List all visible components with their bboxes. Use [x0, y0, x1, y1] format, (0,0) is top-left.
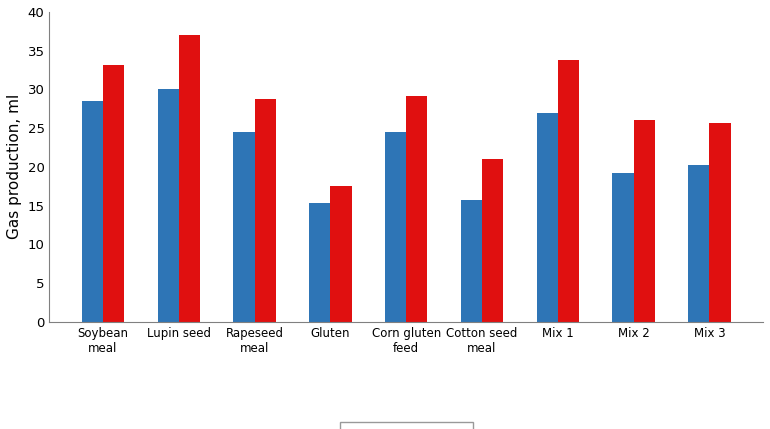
Legend: 12h, 24h: 12h, 24h [340, 422, 473, 429]
Y-axis label: Gas production, ml: Gas production, ml [7, 94, 22, 239]
Bar [179, 35, 200, 322]
Bar [103, 65, 124, 322]
Bar [688, 165, 709, 322]
Bar [537, 113, 557, 322]
Bar [310, 203, 330, 322]
Bar [709, 123, 731, 322]
Bar [233, 132, 255, 322]
Bar [557, 60, 579, 322]
Bar [634, 121, 654, 322]
Bar [255, 100, 276, 322]
Bar [82, 101, 103, 322]
Bar [407, 97, 427, 322]
Bar [460, 200, 482, 322]
Bar [482, 159, 504, 322]
Bar [158, 89, 179, 322]
Bar [612, 173, 634, 322]
Bar [385, 132, 407, 322]
Bar [330, 186, 352, 322]
